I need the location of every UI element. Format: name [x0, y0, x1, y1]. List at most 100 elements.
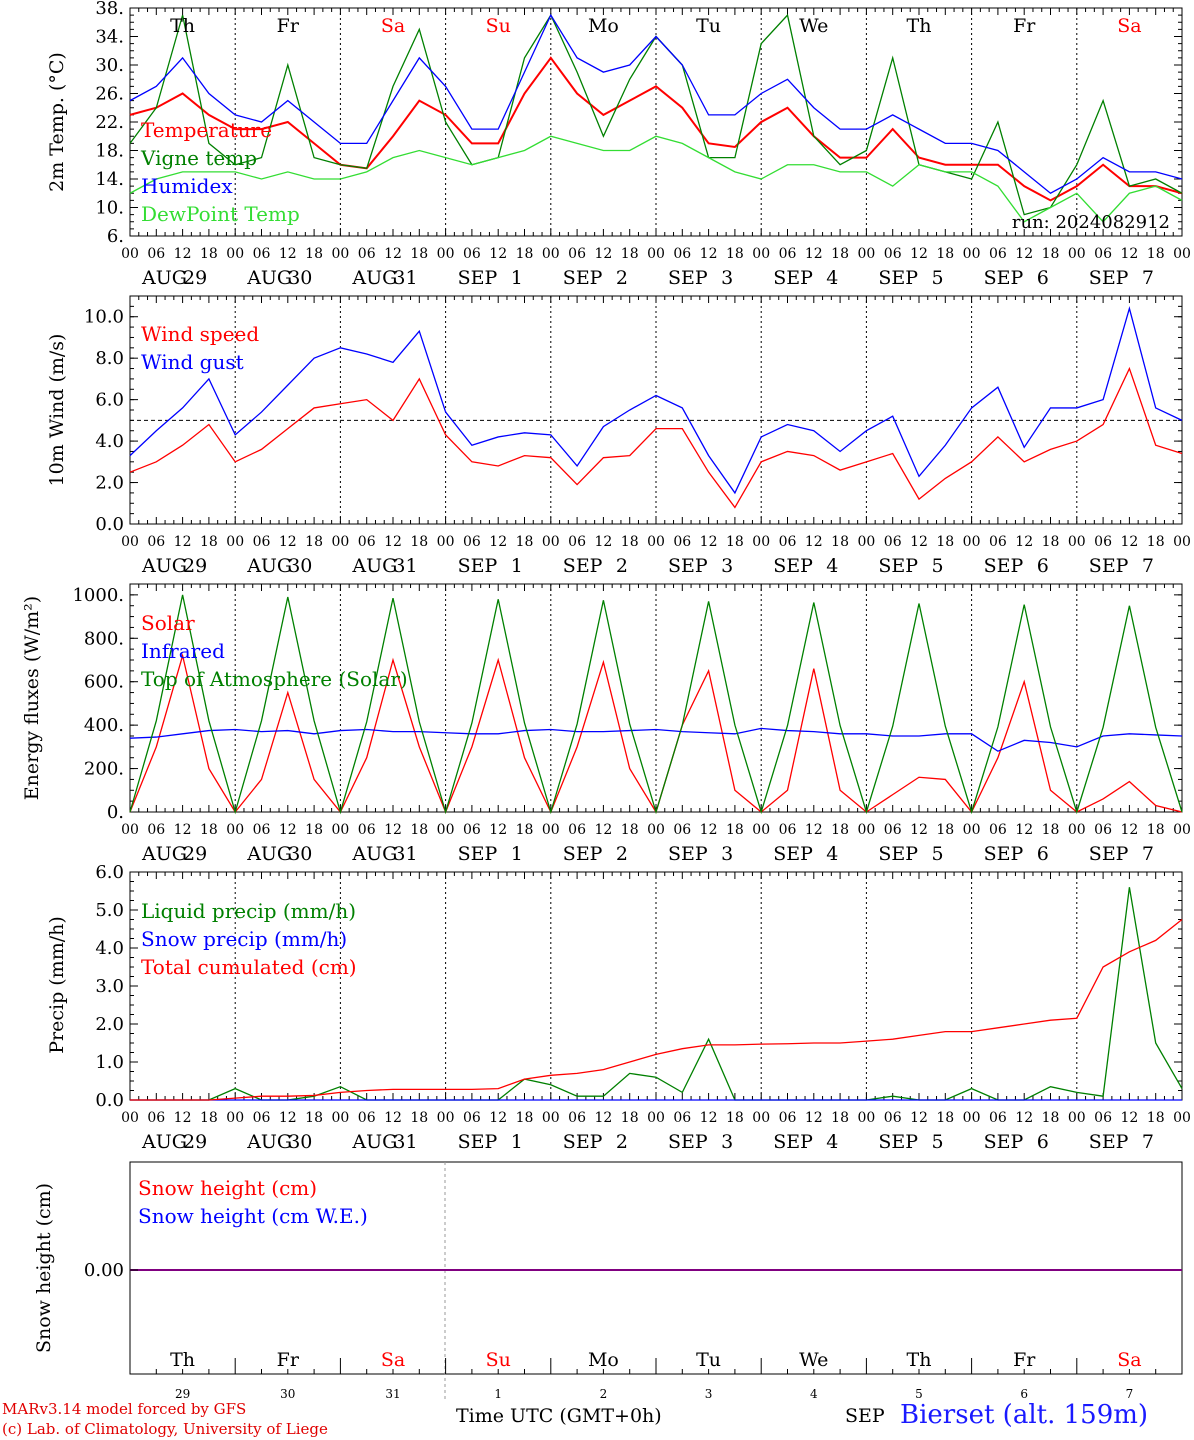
date-day-label: 7 [1142, 267, 1154, 289]
weekday-label: Fr [1013, 15, 1036, 37]
hour-tick-label: 06 [253, 246, 271, 262]
date-month-label: SEP [458, 1131, 498, 1153]
date-day-label: 3 [721, 555, 733, 577]
hour-tick-label: 18 [621, 246, 639, 262]
date-month-label: SEP [563, 1131, 603, 1153]
date-day-label: 5 [932, 267, 944, 289]
date-month-label: AUG [246, 267, 292, 289]
date-day-label: 2 [616, 267, 628, 289]
date-day-label: 29 [183, 555, 207, 577]
date-month-label: SEP [563, 843, 603, 865]
hour-tick-label: 06 [568, 822, 586, 838]
date-month-label: AUG [351, 555, 397, 577]
date-day-label: 5 [932, 555, 944, 577]
series-line-top-of-atmosphere-solar- [129, 594, 1183, 815]
hour-tick-label: 18 [305, 1110, 323, 1126]
hour-tick-label: 00 [331, 1110, 349, 1126]
y-tick-label: 1.0 [95, 1052, 124, 1073]
hour-tick-label: 00 [963, 1110, 981, 1126]
hour-tick-label: 06 [673, 1110, 691, 1126]
weekday-label: We [799, 15, 828, 37]
date-month-label: SEP [878, 267, 918, 289]
hour-tick-label: 18 [1042, 822, 1060, 838]
date-day-label: 29 [183, 267, 207, 289]
series-line-total-cumulated-cm- [130, 918, 1183, 1101]
date-month-label: SEP [878, 1131, 918, 1153]
hour-tick-label: 18 [516, 822, 534, 838]
hour-tick-label: 12 [910, 822, 928, 838]
date-month-label: AUG [351, 843, 397, 865]
day-number-label: 29 [175, 1387, 190, 1401]
date-day-label: 1 [511, 267, 523, 289]
hour-tick-label: 00 [121, 246, 139, 262]
hour-tick-label: 18 [1147, 534, 1165, 550]
date-month-label: SEP [878, 555, 918, 577]
y-tick-label: 3.0 [95, 976, 124, 997]
y-tick-label: 6. [107, 226, 124, 247]
hour-tick-label: 12 [279, 822, 297, 838]
date-month-label: AUG [141, 1131, 187, 1153]
credit-line-2: (c) Lab. of Climatology, University of L… [2, 1420, 328, 1438]
hour-tick-label: 12 [1120, 246, 1138, 262]
hour-tick-label: 00 [542, 246, 560, 262]
date-month-label: SEP [668, 267, 708, 289]
date-day-label: 4 [826, 843, 838, 865]
legend-entry: Temperature [141, 118, 272, 142]
weekday-label: Sa [381, 1349, 405, 1371]
y-axis-title: Energy fluxes (W/m²) [21, 596, 43, 800]
hour-tick-label: 00 [437, 1110, 455, 1126]
hour-tick-label: 18 [1042, 534, 1060, 550]
legend-entry: Liquid precip (mm/h) [141, 899, 356, 923]
hour-tick-label: 06 [568, 1110, 586, 1126]
hour-tick-label: 18 [1147, 822, 1165, 838]
date-day-label: 4 [826, 555, 838, 577]
hour-tick-label: 18 [305, 246, 323, 262]
date-month-label: SEP [773, 267, 813, 289]
hour-tick-label: 18 [1042, 246, 1060, 262]
hour-tick-label: 18 [936, 534, 954, 550]
series-line-infrared [129, 727, 1183, 752]
legend-entry: Solar [141, 611, 195, 635]
hour-tick-label: 06 [147, 246, 165, 262]
hour-tick-label: 00 [857, 822, 875, 838]
hour-tick-label: 18 [621, 534, 639, 550]
hour-tick-label: 18 [621, 822, 639, 838]
hour-tick-label: 00 [437, 534, 455, 550]
hour-tick-label: 06 [673, 246, 691, 262]
date-day-label: 2 [616, 555, 628, 577]
hour-tick-label: 18 [831, 534, 849, 550]
hour-tick-label: 00 [963, 822, 981, 838]
hour-tick-label: 06 [779, 822, 797, 838]
hour-tick-label: 00 [1068, 1110, 1086, 1126]
date-day-label: 7 [1142, 1131, 1154, 1153]
weekday-label: Mo [588, 15, 619, 37]
weekday-label: Fr [277, 15, 300, 37]
hour-tick-label: 00 [1068, 822, 1086, 838]
hour-tick-label: 12 [1120, 1110, 1138, 1126]
series-line-temperature [129, 56, 1183, 202]
hour-tick-label: 00 [226, 822, 244, 838]
y-tick-label: 0.0 [95, 1090, 124, 1111]
weekday-label: Fr [277, 1349, 300, 1371]
hour-tick-label: 12 [489, 534, 507, 550]
date-month-label: SEP [773, 843, 813, 865]
y-tick-label: 6.0 [95, 862, 124, 883]
hour-tick-label: 00 [752, 822, 770, 838]
date-month-label: SEP [984, 843, 1024, 865]
legend-entry: Infrared [141, 639, 225, 663]
hour-tick-label: 06 [1094, 534, 1112, 550]
run-annotation: run: 2024082912 [1012, 212, 1170, 233]
hour-tick-label: 12 [594, 246, 612, 262]
hour-tick-label: 06 [989, 1110, 1007, 1126]
hour-tick-label: 12 [594, 1110, 612, 1126]
day-number-label: 31 [385, 1387, 400, 1401]
date-day-label: 31 [393, 1131, 417, 1153]
hour-tick-label: 06 [673, 534, 691, 550]
series-line-wind-speed [129, 366, 1183, 509]
hour-tick-label: 18 [621, 1110, 639, 1126]
hour-tick-label: 00 [1173, 1110, 1191, 1126]
hour-tick-label: 00 [331, 246, 349, 262]
hour-tick-label: 12 [805, 1110, 823, 1126]
hour-tick-label: 18 [305, 534, 323, 550]
